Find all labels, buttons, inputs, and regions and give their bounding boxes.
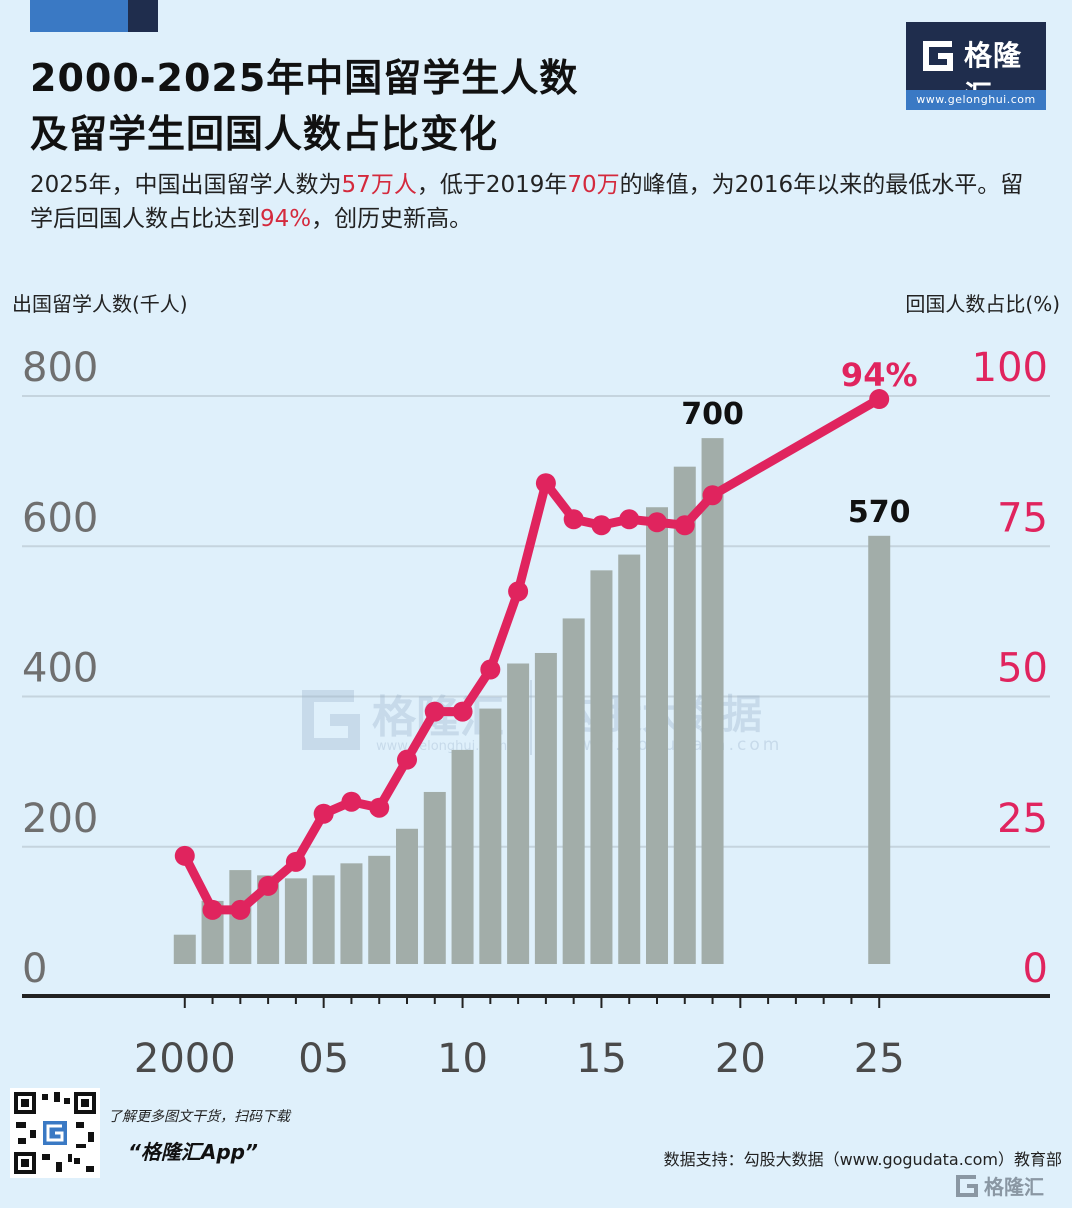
brand-logo[interactable]: 格隆汇 www.gelonghui.com	[906, 22, 1046, 112]
line-point	[313, 803, 334, 824]
line-point	[480, 659, 501, 680]
line-point	[702, 485, 723, 506]
data-label: 570	[848, 495, 911, 530]
subtitle: 2025年，中国出国留学人数为57万人，低于2019年70万的峰值，为2016年…	[30, 168, 1040, 236]
y-tick-label-left: 0	[22, 946, 47, 992]
line-point	[369, 797, 390, 818]
line-point	[591, 515, 612, 536]
line-point	[674, 515, 695, 536]
line-point	[563, 509, 584, 530]
title-line-2: 及留学生回国人数占比变化	[30, 112, 499, 156]
page-title: 2000-2025年中国留学生人数 及留学生回国人数占比变化	[30, 50, 578, 162]
x-tick-label: 05	[298, 1036, 349, 1082]
line-layer	[174, 389, 890, 920]
line-point	[202, 899, 223, 920]
subtitle-highlight-1: 57万人	[341, 172, 417, 198]
line-point	[397, 749, 417, 770]
line-point	[619, 509, 640, 530]
bar	[534, 652, 557, 964]
bar-layer	[173, 438, 891, 964]
y-tick-label-right: 50	[997, 646, 1048, 692]
line-point	[285, 851, 306, 872]
x-tick-label: 20	[715, 1036, 766, 1082]
line-point	[647, 512, 667, 533]
bar	[479, 708, 502, 964]
x-tick-label: 10	[437, 1036, 488, 1082]
subtitle-part-3: 的峰值，为2016年以来的最低水平。留学后回国人数占比达到	[30, 172, 1024, 232]
watermark-logo-icon	[302, 690, 360, 750]
x-tick-label: 2000	[134, 1036, 236, 1082]
x-tick-label: 25	[854, 1036, 905, 1082]
footer-app-name: “格隆汇App”	[128, 1140, 258, 1164]
bar	[423, 791, 446, 964]
data-label: 94%	[841, 356, 918, 394]
line-point	[258, 875, 279, 896]
footer-note: 了解更多图文干货，扫码下载	[108, 1109, 290, 1125]
line-point	[869, 389, 890, 410]
bar	[562, 618, 585, 964]
bar	[507, 663, 530, 964]
y-axis-title-left: 出国留学人数(千人)	[12, 292, 188, 316]
subtitle-highlight-2: 70万	[567, 172, 620, 198]
corner-logo: 格隆汇	[956, 1175, 1044, 1199]
y-tick-label-left: 600	[22, 495, 98, 541]
bar	[340, 863, 363, 964]
qr-code-icon[interactable]	[10, 1088, 100, 1178]
title-line-1: 2000-2025年中国留学生人数	[30, 56, 579, 100]
subtitle-part-2: ，低于2019年	[416, 172, 568, 198]
line-point	[535, 473, 556, 494]
bar	[312, 875, 335, 964]
subtitle-part-1: 2025年，中国出国留学人数为	[30, 172, 342, 198]
line-point	[230, 899, 251, 920]
y-tick-label-right: 100	[972, 345, 1048, 391]
brand-logo-url: www.gelonghui.com	[906, 90, 1046, 110]
top-accent-band-dark	[128, 0, 158, 32]
y-tick-label-right: 75	[997, 495, 1048, 541]
label-layer: 0 200 400 600 800 0 25 50 75 100 2000 05 10 15 20 25 700…	[22, 345, 1048, 1082]
y-tick-label-right: 25	[997, 796, 1048, 842]
bar	[618, 554, 641, 964]
bar	[284, 878, 307, 964]
bar	[701, 438, 724, 964]
line-point	[452, 701, 473, 722]
bar	[673, 466, 696, 964]
y-axis-title-right: 回国人数占比(%)	[905, 292, 1060, 316]
y-tick-label-left: 200	[22, 796, 98, 842]
subtitle-part-4: ，创历史新高。	[311, 206, 473, 232]
line-point	[508, 581, 529, 602]
bar	[396, 828, 418, 964]
y-tick-label-right: 0	[1023, 946, 1048, 992]
subtitle-highlight-3: 94%	[260, 206, 312, 232]
bar	[451, 749, 474, 964]
data-source: 数据支持：勾股大数据（www.gogudata.com）教育部	[663, 1150, 1062, 1169]
corner-logo-icon	[956, 1175, 978, 1197]
line-series	[180, 394, 884, 915]
bar	[257, 875, 280, 964]
bar	[590, 570, 613, 964]
corner-logo-text: 格隆汇	[984, 1175, 1044, 1199]
bar	[646, 507, 668, 964]
axis-layer	[22, 994, 1050, 1008]
bar	[368, 855, 391, 964]
bar	[868, 535, 891, 964]
line-point	[341, 791, 362, 812]
chart: 格隆汇 www.gelonghui.com 勾股大数据 www.gogudata…	[22, 345, 1050, 1082]
y-tick-label-left: 400	[22, 646, 98, 692]
x-tick-label: 15	[576, 1036, 627, 1082]
y-tick-label-left: 800	[22, 345, 98, 391]
line-point	[424, 701, 445, 722]
gelonghui-logo-icon	[923, 41, 953, 71]
data-label: 700	[681, 397, 744, 432]
line-point	[174, 845, 195, 866]
bar	[173, 934, 196, 964]
